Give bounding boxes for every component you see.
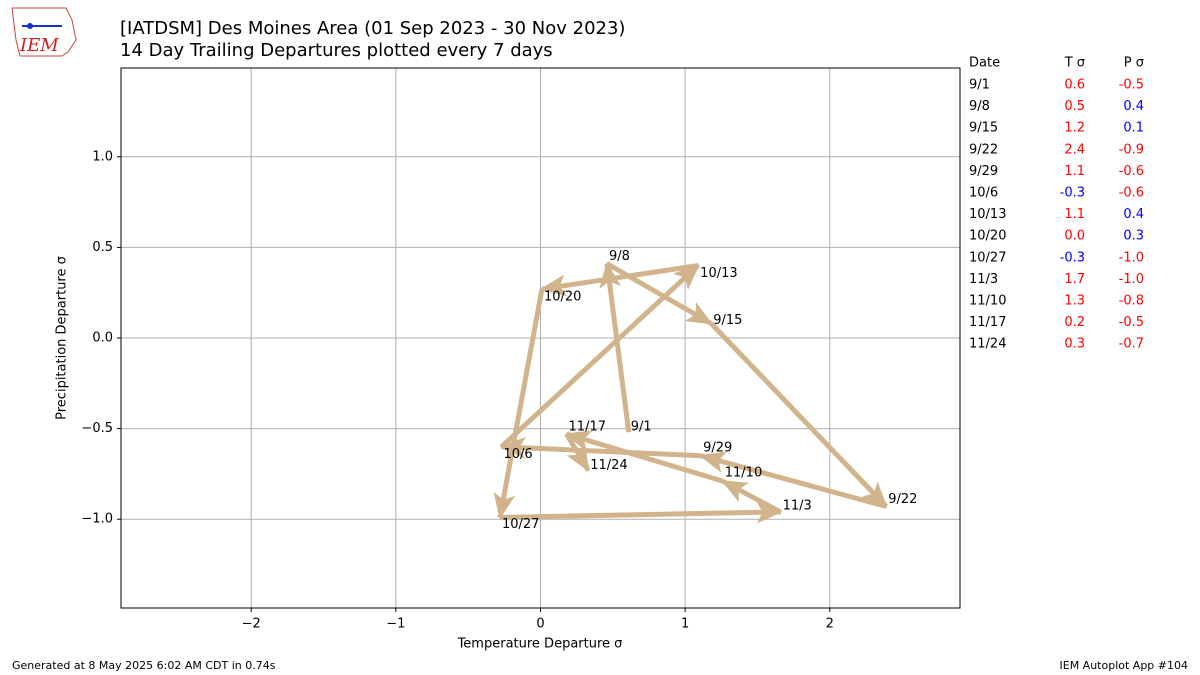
arrow <box>499 436 702 459</box>
y-tick-label: −0.5 <box>81 421 113 436</box>
point-label: 11/3 <box>783 498 812 513</box>
table-t: 0.5 <box>1064 99 1085 114</box>
table-date: 9/1 <box>969 78 990 93</box>
footer-right: IEM Autoplot App #104 <box>1060 659 1189 672</box>
table-t: 0.0 <box>1064 229 1085 244</box>
table-header: Date <box>969 56 1000 71</box>
point-label: 11/17 <box>569 420 606 435</box>
table-p: -0.6 <box>1119 164 1144 179</box>
table-p: -0.9 <box>1119 142 1144 157</box>
table-p: 0.1 <box>1123 121 1144 136</box>
table-date: 11/17 <box>969 315 1006 330</box>
table-p: -0.8 <box>1119 294 1144 309</box>
y-axis-label: Precipitation Departure σ <box>55 256 70 420</box>
table-t: 1.2 <box>1064 121 1085 136</box>
x-tick-label: 1 <box>681 617 689 632</box>
point-label: 9/22 <box>888 492 917 507</box>
x-tick-label: 0 <box>536 617 544 632</box>
arrow <box>539 263 699 297</box>
table-t: 2.4 <box>1064 142 1085 157</box>
y-tick-label: 0.0 <box>92 331 113 346</box>
point-label: 10/6 <box>503 447 532 462</box>
arrow <box>499 501 783 524</box>
table-header: P σ <box>1124 56 1144 71</box>
point-label: 9/29 <box>703 440 732 455</box>
point-label: 9/15 <box>713 313 742 328</box>
logo: IEM <box>11 7 77 57</box>
table-t: -0.3 <box>1060 186 1085 201</box>
table-p: -0.5 <box>1119 78 1144 93</box>
table-p: 0.4 <box>1123 207 1144 222</box>
point-label: 10/27 <box>502 517 539 532</box>
point-label: 10/13 <box>700 266 737 281</box>
y-tick-label: 0.5 <box>92 240 113 255</box>
arrow <box>499 263 700 449</box>
table-t: 0.2 <box>1064 315 1085 330</box>
table-t: 0.3 <box>1064 337 1085 352</box>
x-tick-label: 2 <box>826 617 834 632</box>
point-label: 11/24 <box>590 458 627 473</box>
table-date: 10/13 <box>969 207 1006 222</box>
table-date: 11/10 <box>969 294 1006 309</box>
plot-frame <box>120 67 961 609</box>
y-tick-label: 1.0 <box>92 149 113 164</box>
arrow <box>493 288 545 520</box>
table-p: -1.0 <box>1119 272 1144 287</box>
table-p: -0.6 <box>1119 186 1144 201</box>
point-label: 9/1 <box>631 420 652 435</box>
x-tick-label: −2 <box>242 617 261 632</box>
table-p: -0.7 <box>1119 337 1144 352</box>
table-p: -0.5 <box>1119 315 1144 330</box>
x-axis-label: Temperature Departure σ <box>457 637 623 652</box>
chart-subtitle: 14 Day Trailing Departures plotted every… <box>120 40 553 61</box>
table-t: 1.3 <box>1064 294 1085 309</box>
logo-text: IEM <box>19 35 59 56</box>
chart-title: [IATDSM] Des Moines Area (01 Sep 2023 - … <box>120 18 625 39</box>
table-p: -1.0 <box>1119 250 1144 265</box>
x-tick-label: −1 <box>386 617 405 632</box>
table-date: 11/3 <box>969 272 998 287</box>
table-p: 0.4 <box>1123 99 1144 114</box>
table-t: 1.1 <box>1064 207 1085 222</box>
table-date: 9/22 <box>969 142 998 157</box>
arrow <box>699 451 887 509</box>
table-t: 1.1 <box>1064 164 1085 179</box>
table-header: T σ <box>1064 56 1085 71</box>
table-date: 10/6 <box>969 186 998 201</box>
table-t: -0.3 <box>1060 250 1085 265</box>
arrow <box>709 321 889 509</box>
table-date: 9/15 <box>969 121 998 136</box>
arrow <box>605 261 713 326</box>
table-t: 1.7 <box>1064 272 1085 287</box>
point-label: 9/8 <box>609 249 630 264</box>
table-date: 10/27 <box>969 250 1006 265</box>
arrow <box>564 432 591 472</box>
table-date: 9/29 <box>969 164 998 179</box>
table-date: 11/24 <box>969 337 1006 352</box>
footer-left: Generated at 8 May 2025 6:02 AM CDT in 0… <box>12 659 276 672</box>
arrow <box>721 478 782 515</box>
table-p: 0.3 <box>1123 229 1144 244</box>
table-date: 9/8 <box>969 99 990 114</box>
table-t: 0.6 <box>1064 78 1085 93</box>
table-date: 10/20 <box>969 229 1006 244</box>
point-label: 11/10 <box>725 466 762 481</box>
arrow <box>599 261 632 433</box>
point-label: 10/20 <box>544 290 581 305</box>
arrow <box>564 430 724 484</box>
y-tick-label: −1.0 <box>81 512 113 527</box>
